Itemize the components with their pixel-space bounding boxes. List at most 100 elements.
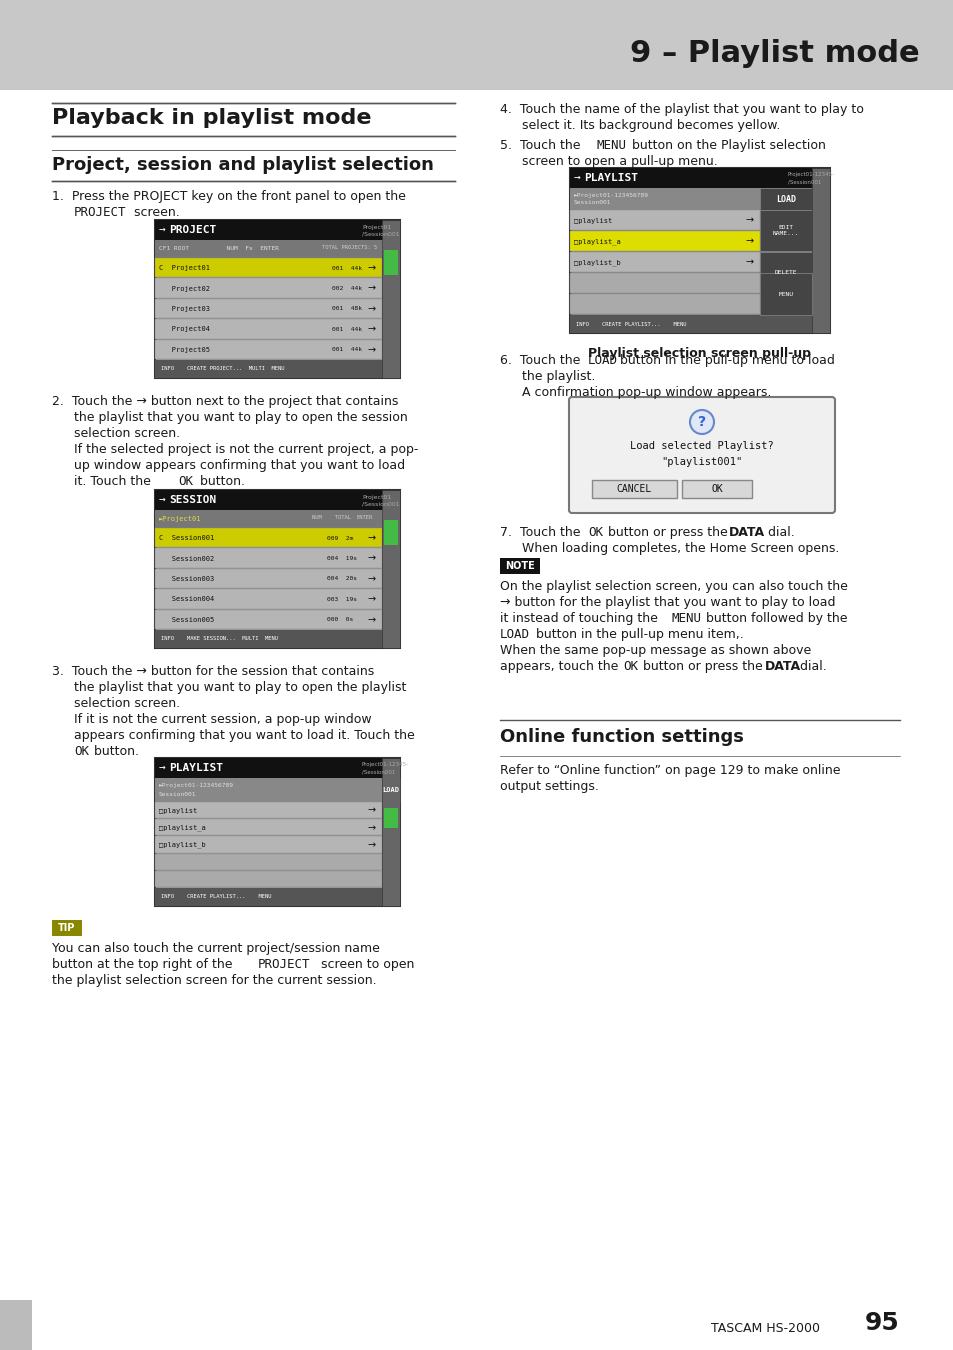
- Bar: [154, 220, 399, 378]
- Text: ►Project01-123456789: ►Project01-123456789: [159, 783, 233, 788]
- Text: When loading completes, the Home Screen opens.: When loading completes, the Home Screen …: [521, 541, 839, 555]
- Text: OK: OK: [74, 745, 89, 757]
- Text: Project01-12345-: Project01-12345-: [361, 761, 409, 767]
- Text: 004  19s: 004 19s: [327, 556, 356, 562]
- Bar: [154, 757, 399, 906]
- Bar: [154, 757, 399, 778]
- Text: → button for the playlist that you want to play to load: → button for the playlist that you want …: [499, 595, 835, 609]
- Text: Session002: Session002: [159, 556, 214, 562]
- Circle shape: [689, 410, 713, 433]
- Text: □playlist_a: □playlist_a: [574, 238, 620, 244]
- Text: □playlist_a: □playlist_a: [159, 825, 206, 832]
- Text: →: →: [368, 822, 375, 833]
- Text: PROJECT: PROJECT: [74, 207, 127, 219]
- Text: MENU: MENU: [597, 139, 626, 153]
- Bar: [154, 220, 399, 240]
- Text: /Session001: /Session001: [361, 502, 399, 508]
- Text: NOTE: NOTE: [504, 562, 535, 571]
- Bar: [154, 630, 399, 648]
- Text: →: →: [368, 324, 375, 335]
- Text: OK: OK: [178, 475, 193, 487]
- Text: 002  44k: 002 44k: [332, 286, 361, 292]
- Text: TASCAM HS-2000: TASCAM HS-2000: [710, 1322, 820, 1335]
- Text: Project05: Project05: [159, 347, 210, 352]
- Text: →: →: [368, 284, 375, 293]
- Text: button in the pull-up menu item,.: button in the pull-up menu item,.: [532, 628, 743, 641]
- Bar: [0, 1300, 32, 1350]
- Text: 004  20s: 004 20s: [327, 576, 356, 582]
- Text: DATA: DATA: [764, 660, 801, 674]
- Text: When the same pop-up message as shown above: When the same pop-up message as shown ab…: [499, 644, 810, 657]
- Text: Session001: Session001: [574, 201, 611, 205]
- Bar: [0, 0, 953, 90]
- Text: →: →: [368, 344, 375, 355]
- Text: TOTAL PROJECTS: 5: TOTAL PROJECTS: 5: [322, 244, 376, 250]
- Text: the playlist that you want to play to open the session: the playlist that you want to play to op…: [74, 410, 407, 424]
- Text: selection screen.: selection screen.: [74, 697, 180, 710]
- Text: On the playlist selection screen, you can also touch the: On the playlist selection screen, you ca…: [499, 580, 847, 593]
- Text: LOAD: LOAD: [382, 787, 399, 792]
- Text: /Session001: /Session001: [787, 180, 821, 184]
- Text: screen to open: screen to open: [316, 958, 414, 971]
- Bar: [760, 188, 811, 211]
- Text: DATA: DATA: [728, 526, 764, 539]
- Text: ENTER: ENTER: [356, 514, 373, 520]
- Text: INFO    CREATE PLAYLIST...    MENU: INFO CREATE PLAYLIST... MENU: [576, 321, 686, 327]
- Bar: [681, 481, 751, 498]
- Text: 001  44k: 001 44k: [332, 266, 361, 271]
- Bar: [154, 610, 381, 629]
- Text: DELETE: DELETE: [774, 270, 797, 275]
- Text: PROJECT: PROJECT: [257, 958, 310, 971]
- Text: Project01: Project01: [361, 225, 391, 230]
- Bar: [811, 167, 829, 333]
- Bar: [154, 853, 381, 869]
- Text: CF1 ROOT          NUM  Fs  ENTER: CF1 ROOT NUM Fs ENTER: [159, 247, 278, 251]
- Text: 000  0s: 000 0s: [327, 617, 353, 622]
- Text: C  Project01: C Project01: [159, 265, 210, 271]
- Text: →: →: [574, 173, 580, 184]
- Text: →: →: [368, 533, 375, 543]
- Text: PLAYLIST: PLAYLIST: [169, 763, 223, 774]
- Text: Refer to “Online function” on page 129 to make online: Refer to “Online function” on page 129 t…: [499, 764, 840, 778]
- Text: button.: button.: [195, 475, 245, 487]
- Text: If it is not the current session, a pop-up window: If it is not the current session, a pop-…: [74, 713, 372, 726]
- Text: Playlist selection screen pull-up: Playlist selection screen pull-up: [588, 347, 811, 360]
- Text: Project03: Project03: [159, 306, 210, 312]
- Text: CANCEL: CANCEL: [616, 485, 651, 494]
- Bar: [592, 481, 677, 498]
- Text: Session004: Session004: [159, 597, 214, 602]
- Text: appears, touch the: appears, touch the: [499, 660, 621, 674]
- Bar: [154, 490, 399, 648]
- Text: Project01-12345-: Project01-12345-: [787, 171, 834, 177]
- Text: up window appears confirming that you want to load: up window appears confirming that you wa…: [74, 459, 405, 472]
- Bar: [154, 340, 381, 359]
- Text: 5.  Touch the: 5. Touch the: [499, 139, 584, 153]
- Text: /Session001: /Session001: [361, 232, 399, 238]
- Bar: [154, 837, 381, 853]
- Text: SESSION: SESSION: [169, 495, 216, 505]
- Bar: [569, 167, 829, 188]
- Text: A confirmation pop-up window appears.: A confirmation pop-up window appears.: [521, 386, 771, 400]
- Bar: [154, 568, 381, 589]
- Text: □playlist: □playlist: [159, 807, 197, 814]
- Text: button followed by the: button followed by the: [701, 612, 846, 625]
- Text: button at the top right of the: button at the top right of the: [52, 958, 236, 971]
- Text: →: →: [745, 216, 753, 225]
- Text: →: →: [368, 594, 375, 605]
- Text: output settings.: output settings.: [499, 780, 598, 792]
- Bar: [569, 211, 760, 230]
- Bar: [154, 528, 381, 547]
- Bar: [154, 802, 381, 818]
- Text: 1.  Press the PROJECT key on the front panel to open the: 1. Press the PROJECT key on the front pa…: [52, 190, 405, 202]
- Text: Load selected Playlist?: Load selected Playlist?: [630, 441, 773, 451]
- Text: /Session001: /Session001: [361, 769, 395, 774]
- Bar: [569, 252, 760, 271]
- Text: MENU: MENU: [778, 292, 793, 297]
- Bar: [760, 211, 811, 251]
- Text: Session003: Session003: [159, 576, 214, 582]
- Bar: [760, 252, 811, 293]
- Bar: [760, 273, 811, 315]
- Bar: [499, 558, 539, 574]
- Bar: [569, 167, 829, 333]
- Bar: [569, 294, 760, 315]
